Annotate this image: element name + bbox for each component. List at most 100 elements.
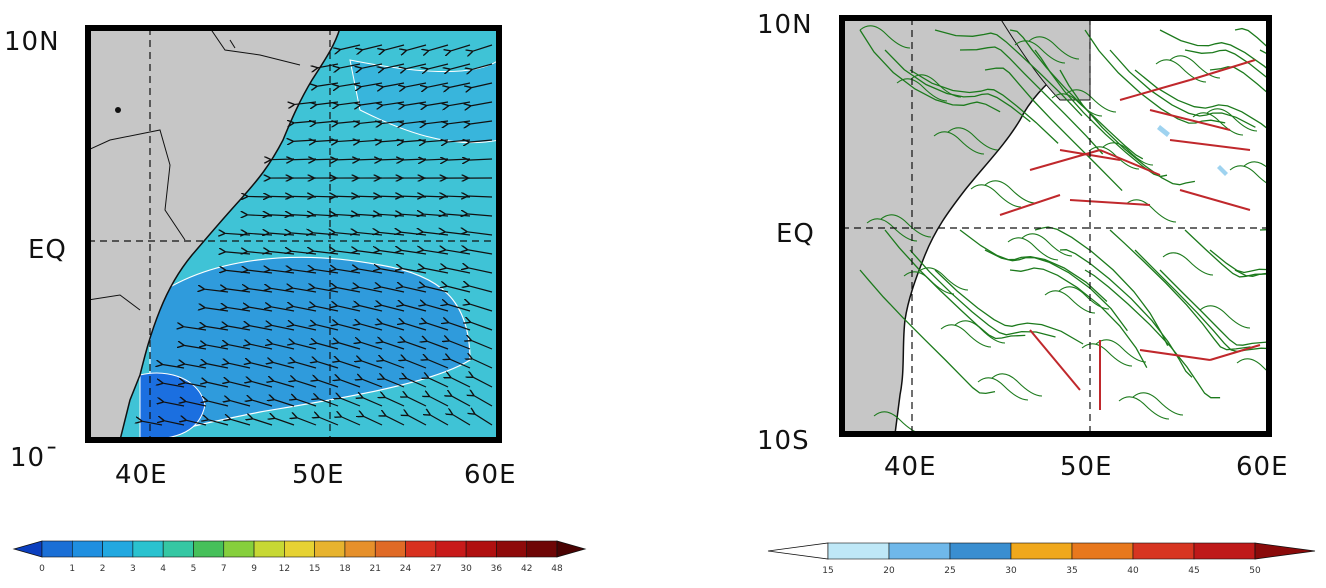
streamline	[954, 320, 1006, 344]
wind-vector	[272, 344, 295, 350]
wind-vector	[360, 342, 383, 350]
wind-vector	[427, 63, 449, 69]
wind-vector	[315, 324, 339, 331]
wind-vector	[467, 196, 493, 197]
wind-vector	[382, 82, 405, 87]
wind-vector	[314, 306, 339, 312]
wind-vector	[339, 63, 361, 68]
wind-vector	[185, 401, 207, 407]
wind-vector	[452, 414, 471, 426]
wind-vector	[141, 421, 163, 426]
wind-vector	[423, 250, 449, 255]
streamline	[959, 229, 1108, 302]
jet-segment	[1189, 59, 1256, 81]
streamline	[933, 131, 985, 155]
colorbar-tick-label: 36	[491, 564, 503, 574]
wind-vector	[472, 377, 493, 388]
wind-vector	[423, 268, 449, 274]
wind-vector	[362, 397, 383, 407]
streamline	[940, 324, 992, 348]
streamline	[991, 373, 1043, 397]
streamline	[1159, 269, 1269, 346]
wind-vector	[357, 196, 383, 197]
wind-vector	[249, 326, 273, 331]
wind-vector	[407, 415, 427, 426]
streamline	[1243, 161, 1269, 170]
streamline	[1125, 199, 1177, 223]
streamline	[1109, 49, 1256, 128]
wind-vector	[468, 286, 493, 293]
wind-vector	[250, 363, 273, 369]
wind-vector	[227, 344, 251, 350]
colorbar-swatch	[71, 540, 103, 558]
left-lon-label-40e: 40E	[115, 460, 168, 490]
wind-vector	[185, 420, 207, 426]
wind-vector	[425, 304, 449, 312]
wind-vector	[474, 414, 493, 426]
wind-vector	[472, 44, 493, 51]
left-lon-label-60e: 60E	[464, 460, 517, 490]
streamline	[1209, 66, 1269, 95]
streamline	[1084, 29, 1226, 124]
streamline	[1009, 29, 1144, 160]
wind-vector	[473, 395, 493, 407]
wind-vector	[429, 396, 449, 407]
wind-vector	[430, 415, 449, 426]
wind-vector	[471, 82, 493, 88]
wind-vector	[406, 44, 427, 51]
jet-segment	[1119, 79, 1191, 101]
wind-vector	[270, 159, 295, 160]
streamline	[984, 180, 1036, 204]
streamline	[866, 218, 918, 242]
wind-vector	[296, 417, 317, 426]
wind-vector	[340, 44, 361, 50]
jet-segment	[1029, 149, 1101, 171]
wind-vector	[314, 288, 339, 293]
wind-vector	[247, 196, 273, 197]
wind-vector	[467, 268, 493, 274]
wind-vector	[450, 44, 471, 51]
streamline	[880, 214, 932, 238]
colorbar-swatch	[435, 540, 467, 558]
wind-vector	[296, 399, 317, 407]
colorbar-tick-label: 48	[551, 564, 563, 574]
wind-vector	[248, 307, 273, 312]
streamline	[1229, 165, 1269, 186]
streamline	[1028, 36, 1080, 60]
wind-vector	[403, 323, 427, 331]
streamline	[1044, 290, 1096, 314]
wind-vector	[381, 323, 405, 331]
wind-vector	[426, 101, 449, 106]
wind-vector	[426, 341, 449, 350]
wind-vector	[361, 63, 383, 68]
right-lat-label-10n: 10N	[757, 10, 813, 40]
colorbar-swatch	[344, 540, 376, 558]
wind-vector	[359, 324, 383, 331]
wind-vector	[405, 63, 427, 69]
streamline	[934, 269, 1084, 345]
streamline	[1084, 269, 1221, 399]
wind-vector	[230, 419, 251, 426]
streamline	[984, 67, 1123, 192]
jet-segment	[999, 194, 1061, 216]
colorbar-tick-label: 2	[100, 564, 106, 574]
streamline	[1162, 252, 1214, 276]
wind-vector	[424, 286, 449, 293]
wind-vector	[449, 63, 471, 69]
wind-vector	[338, 82, 361, 87]
wind-vector	[339, 361, 361, 369]
wind-vector	[292, 288, 317, 293]
wind-vector	[379, 269, 405, 274]
wind-vector	[184, 364, 207, 369]
streamline	[959, 46, 1104, 155]
colorbar-swatch	[888, 542, 951, 560]
streamline	[903, 271, 955, 295]
streamline	[1234, 27, 1269, 50]
streamline	[1134, 69, 1269, 131]
colorbar-swatch	[1071, 542, 1134, 560]
wind-vector	[183, 345, 207, 350]
wind-vector	[468, 159, 493, 160]
colorbar-swatch	[1010, 542, 1073, 560]
wind-vector	[316, 343, 339, 350]
wind-vector	[404, 82, 427, 87]
